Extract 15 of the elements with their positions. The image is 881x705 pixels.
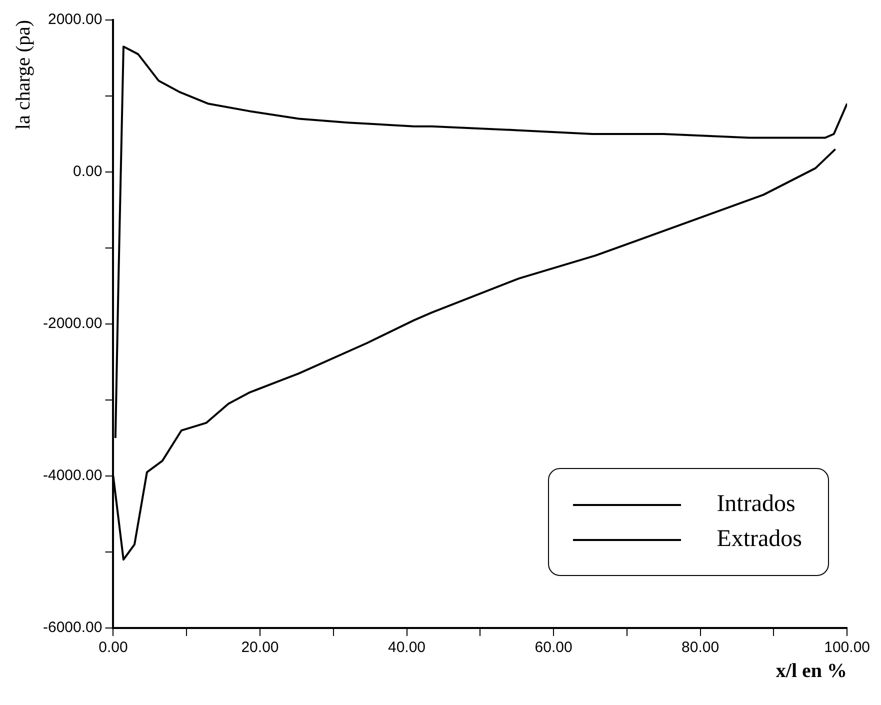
y-tick-label: -4000.00	[43, 467, 102, 484]
x-tick-label: 40.00	[388, 639, 426, 656]
x-tick-label: 20.00	[241, 639, 279, 656]
y-axis-title: la charge (pa)	[12, 20, 34, 130]
x-tick-label: 100.00	[824, 639, 870, 656]
legend-label: Extrados	[716, 526, 802, 553]
y-tick-label: 2000.00	[48, 11, 102, 28]
x-tick-label: 80.00	[682, 639, 720, 656]
legend-label: Intrados	[716, 491, 796, 518]
x-tick-label: 60.00	[534, 639, 572, 656]
y-tick-label: 0.00	[73, 163, 102, 180]
x-axis-title: x/l en %	[776, 660, 848, 682]
y-tick-label: -6000.00	[43, 619, 102, 636]
y-tick-label: -2000.00	[43, 315, 102, 332]
x-tick-label: 0.00	[98, 639, 128, 656]
